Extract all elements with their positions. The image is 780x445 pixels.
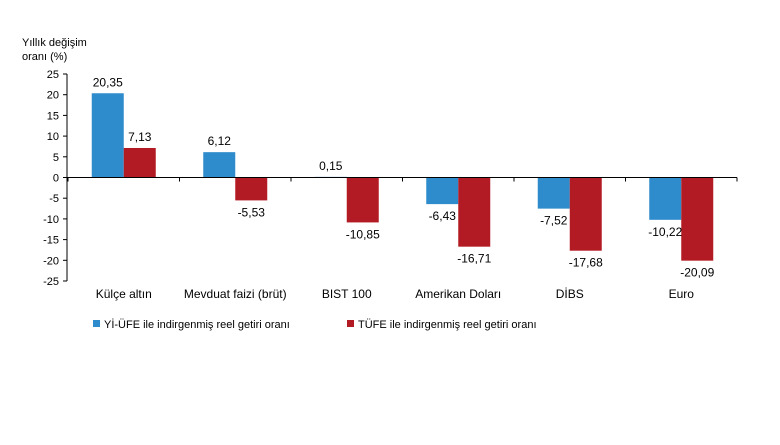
- y-tick-label: 0: [53, 173, 59, 185]
- bars: [91, 93, 714, 261]
- y-axis: 25 20 15 10 5 0 -5 -10 -15 -20 -25: [43, 69, 68, 288]
- category-labels: Külçe altın Mevduat faizi (brüt) BIST 100 A…: [96, 287, 695, 301]
- x-category-label: Külçe altın: [96, 287, 152, 301]
- y-tick-label: -20: [43, 255, 59, 267]
- bar-s1-c1: [235, 177, 268, 201]
- legend-swatch: [347, 320, 354, 327]
- x-category-label: DİBS: [556, 287, 584, 301]
- data-label: -16,71: [457, 252, 491, 266]
- data-label: -7,52: [540, 214, 568, 228]
- bar-s0-c5: [649, 177, 682, 220]
- value-labels: 20,35 7,13 6,12 -5,53 0,15 -10,85 -6,43 -16,71 -…: [93, 75, 715, 279]
- y-tick-label: -15: [43, 235, 59, 247]
- bar-s1-c0: [123, 147, 156, 178]
- legend: Yİ-ÜFE ile indirgenmiş reel getiri oranı…: [93, 318, 537, 331]
- bar-s1-c2: [346, 177, 379, 223]
- bar-s1-c3: [458, 177, 491, 247]
- x-axis: [67, 177, 738, 182]
- y-tick-label: -5: [49, 193, 59, 205]
- data-label: -10,85: [346, 227, 380, 241]
- data-label: 20,35: [93, 75, 123, 89]
- y-axis-label-line-2: oranı (%): [22, 51, 67, 63]
- y-axis-label: Yıllık değişim oranı (%): [22, 37, 87, 63]
- legend-swatch: [93, 320, 100, 327]
- legend-label: Yİ-ÜFE ile indirgenmiş reel getiri oranı: [104, 318, 290, 331]
- data-label: -6,43: [429, 209, 457, 223]
- x-category-label: Euro: [669, 287, 695, 301]
- bar-s1-c4: [569, 177, 602, 251]
- bar-s1-c5: [681, 177, 714, 261]
- x-category-label: Mevduat faizi (brüt): [184, 287, 287, 301]
- data-label: -10,22: [648, 225, 682, 239]
- bar-s0-c3: [426, 177, 459, 205]
- legend-label: TÜFE ile indirgenmiş reel getiri oranı: [358, 319, 537, 331]
- data-label: -17,68: [569, 256, 603, 270]
- data-label: 7,13: [128, 130, 152, 144]
- y-axis-label-line-1: Yıllık değişim: [22, 37, 87, 49]
- y-tick-label: -25: [43, 276, 59, 288]
- y-tick-label: 10: [47, 131, 59, 143]
- y-tick-label: 20: [47, 90, 59, 102]
- y-tick-label: 5: [53, 152, 59, 164]
- x-category-label: Amerikan Doları: [415, 287, 501, 301]
- data-label: 6,12: [208, 134, 232, 148]
- y-tick-label: -10: [43, 214, 59, 226]
- y-tick-label: 25: [47, 69, 59, 81]
- data-label: -20,09: [680, 266, 714, 280]
- data-label: 0,15: [319, 159, 343, 173]
- bar-s0-c1: [203, 152, 236, 178]
- bar-s0-c4: [537, 177, 570, 209]
- y-tick-label: 15: [47, 110, 59, 122]
- bar-s0-c0: [91, 93, 124, 178]
- data-label: -5,53: [238, 205, 266, 219]
- x-category-label: BIST 100: [322, 287, 372, 301]
